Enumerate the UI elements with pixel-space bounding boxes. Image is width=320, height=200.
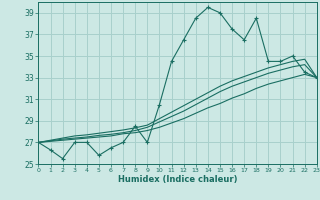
X-axis label: Humidex (Indice chaleur): Humidex (Indice chaleur) xyxy=(118,175,237,184)
